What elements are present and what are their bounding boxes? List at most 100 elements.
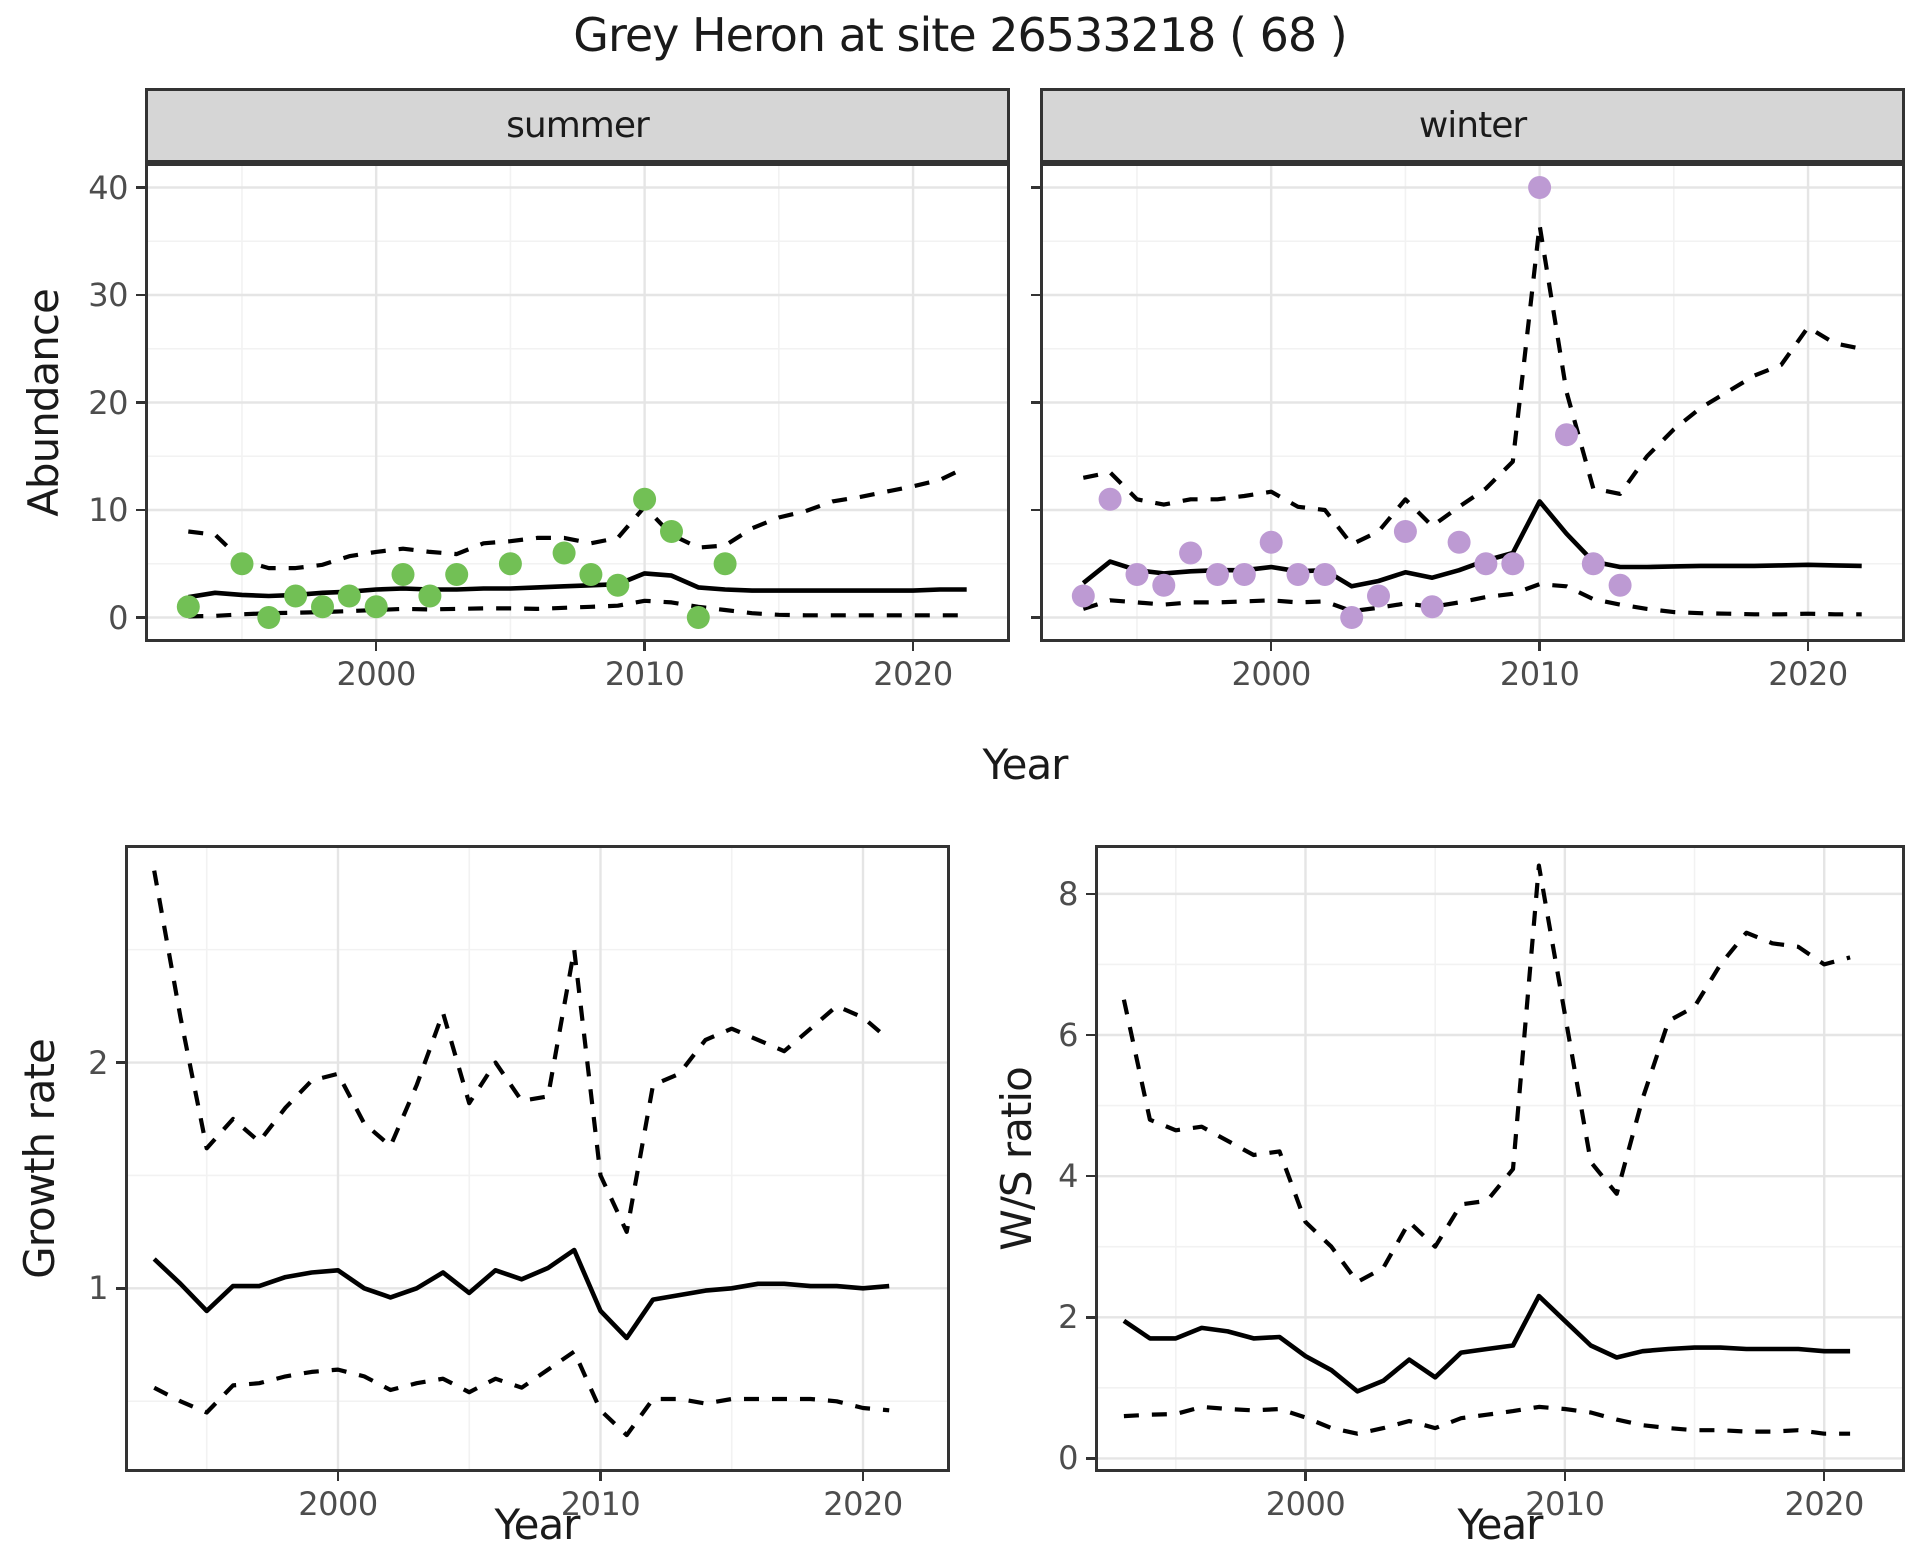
y-axis-tick: [116, 1287, 125, 1290]
x-axis-tick: [599, 1472, 602, 1481]
facet-strip-summer: summer: [145, 88, 1010, 163]
x-axis-tick: [336, 1472, 340, 1481]
y-tick-label: 4: [1058, 1157, 1078, 1196]
x-axis-tick: [1563, 1472, 1567, 1481]
data-point: [1555, 423, 1578, 447]
y-axis-tick: [136, 293, 145, 297]
x-tick-label: 2020: [1784, 1485, 1864, 1523]
data-point: [284, 584, 308, 608]
y-axis-tick: [1031, 293, 1040, 297]
y-axis-tick: [1086, 892, 1095, 896]
series-upper_95ci-dashed-line: [1082, 222, 1863, 547]
y-axis-label-growth-rate: Growth rate: [15, 1039, 64, 1279]
x-axis-tick: [911, 642, 915, 651]
data-point: [606, 573, 630, 597]
series-upper_95ci-dashed-line: [1121, 863, 1851, 1285]
plot-area-ws: [1098, 848, 1902, 1469]
x-axis-tick: [1269, 642, 1273, 651]
data-point: [1206, 563, 1229, 586]
data-point: [230, 552, 254, 576]
y-axis-tick: [1086, 1033, 1095, 1037]
series-lower_95ci-dashed-line: [153, 1349, 890, 1438]
plot-area-winter: [1043, 166, 1902, 639]
y-axis-tick: [1031, 616, 1040, 619]
data-point: [552, 541, 576, 565]
data-point: [1393, 520, 1417, 543]
data-point: [1232, 563, 1256, 586]
x-tick-label: 2000: [298, 1485, 378, 1523]
chart-title: Grey Heron at site 26533218 ( 68 ): [573, 8, 1347, 62]
data-point: [1474, 552, 1498, 576]
y-tick-label: 1: [88, 1269, 108, 1308]
panel-winter-abundance: [1040, 163, 1905, 642]
data-point: [1259, 530, 1283, 554]
x-axis-tick: [1538, 642, 1541, 651]
facet-strip-label: summer: [506, 105, 650, 146]
data-point: [1286, 563, 1310, 586]
data-point: [257, 606, 281, 629]
data-point: [1098, 487, 1122, 511]
y-tick-label: 6: [1058, 1016, 1078, 1054]
data-point: [1071, 584, 1095, 608]
y-tick-label: 8: [1058, 874, 1078, 913]
x-tick-label: 2010: [604, 655, 685, 693]
observed-points-winter: [1071, 176, 1632, 629]
y-axis-tick: [1086, 1457, 1095, 1460]
y-tick-label: 2: [88, 1043, 108, 1082]
plot-area-summer: [148, 166, 1007, 639]
data-point: [391, 563, 415, 586]
panel-summer-abundance: [145, 163, 1010, 642]
x-axis-tick: [643, 642, 646, 651]
data-point: [713, 552, 737, 576]
data-point: [1581, 552, 1605, 576]
x-tick-label: 2000: [336, 655, 416, 693]
data-point: [1528, 176, 1552, 199]
data-point: [660, 520, 683, 543]
x-tick-label: 2000: [1265, 1485, 1346, 1523]
x-axis-label-year-top: Year: [982, 740, 1069, 789]
data-point: [1501, 552, 1525, 576]
y-tick-label: 40: [88, 168, 128, 207]
x-axis-tick: [1304, 1472, 1307, 1481]
series-model_fit-solid-line: [1081, 499, 1862, 589]
data-point: [311, 595, 334, 619]
x-tick-label: 2010: [1499, 655, 1580, 693]
x-axis-label-year-growth: Year: [494, 1500, 581, 1549]
y-tick-label: 10: [88, 491, 128, 529]
y-tick-label: 0: [108, 598, 128, 637]
series-lower_95ci-dashed-line: [1082, 582, 1862, 617]
data-point: [1179, 541, 1203, 565]
data-point: [364, 595, 388, 619]
series-lower_95ci-dashed-line: [188, 598, 967, 619]
y-axis-tick: [136, 186, 145, 189]
panel-ws-ratio: [1095, 845, 1905, 1472]
y-axis-tick: [1031, 508, 1040, 512]
series-model_fit-solid-line: [152, 1247, 890, 1341]
data-point: [498, 552, 522, 576]
x-axis-label-year-ws: Year: [1457, 1500, 1544, 1549]
data-point: [1608, 573, 1632, 597]
facet-strip-label: winter: [1418, 105, 1527, 146]
x-tick-label: 2020: [873, 655, 953, 693]
x-axis-tick: [374, 642, 378, 651]
data-point: [337, 584, 361, 608]
x-axis-tick: [1806, 642, 1810, 651]
data-point: [1367, 584, 1390, 608]
x-tick-label: 2010: [560, 1485, 641, 1523]
observed-points-summer: [176, 487, 737, 629]
y-axis-tick: [1086, 1316, 1095, 1319]
y-axis-tick: [136, 616, 145, 619]
x-tick-label: 2000: [1231, 655, 1311, 693]
series-upper_95ci-dashed-line: [152, 870, 891, 1234]
data-point: [633, 487, 657, 511]
y-tick-label: 2: [1058, 1298, 1078, 1337]
x-axis-tick: [1822, 1472, 1826, 1481]
y-axis-tick: [136, 401, 145, 404]
data-point: [1313, 563, 1337, 586]
data-point: [1152, 573, 1176, 597]
y-tick-label: 20: [88, 383, 128, 422]
x-axis-tick: [861, 1472, 865, 1481]
data-point: [1447, 530, 1471, 554]
y-tick-label: 0: [1058, 1439, 1078, 1478]
series-model_fit-solid-line: [1122, 1293, 1851, 1394]
